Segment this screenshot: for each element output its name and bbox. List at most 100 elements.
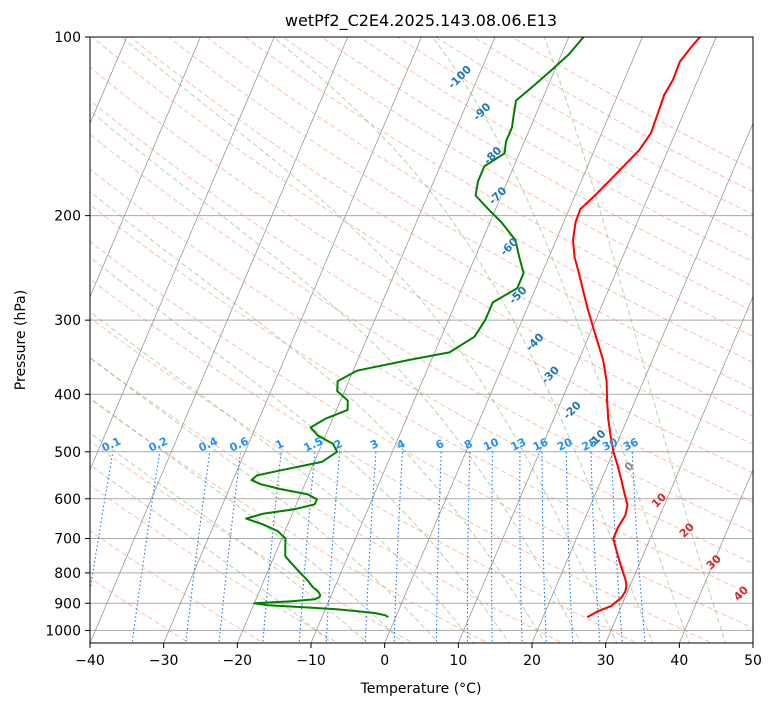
mixing-ratio-line	[490, 451, 494, 643]
dry-adiabat	[396, 37, 753, 239]
moist-adiabat	[90, 397, 404, 643]
moist-adiabat	[90, 110, 582, 643]
moist-adiabat-label: 30	[704, 552, 724, 572]
dry-adiabat-label: -100	[445, 63, 474, 92]
dry-adiabat-label: -20	[561, 399, 584, 422]
dry-adiabat	[90, 484, 340, 643]
mixing-ratio-label: 25	[580, 435, 599, 453]
x-axis-label: Temperature (°C)	[360, 681, 482, 697]
dry-adiabat	[129, 37, 753, 417]
mixing-ratio-label: 1	[273, 437, 285, 452]
moist-adiabat	[90, 256, 511, 643]
mixing-ratio-line	[519, 451, 523, 643]
dry-adiabat	[90, 440, 414, 643]
x-tick-label: 10	[449, 653, 467, 669]
dry-adiabat	[90, 168, 753, 564]
x-tick-label: 50	[744, 653, 762, 669]
dry-adiabat	[90, 398, 489, 643]
x-tick-label: 30	[597, 653, 615, 669]
moist-adiabat	[121, 37, 618, 643]
isotherm	[605, 295, 753, 643]
dry-adiabat	[90, 204, 753, 596]
x-tick-label: −20	[223, 653, 253, 669]
dry-adiabat	[91, 37, 753, 445]
mixing-ratio-label: 20	[555, 435, 575, 453]
dry-adiabat	[90, 99, 753, 503]
mixing-ratio-line	[90, 451, 114, 595]
mixing-ratio-line	[631, 451, 646, 643]
temperature-profile	[572, 37, 701, 619]
dry-adiabat	[90, 278, 713, 643]
dry-adiabat	[472, 37, 753, 193]
isotherm	[90, 37, 201, 298]
isotherm	[90, 37, 275, 471]
moist-adiabat	[90, 311, 475, 643]
mixing-ratio-label: 30	[600, 435, 620, 453]
y-tick-label: 200	[54, 209, 81, 225]
plot-frame	[89, 36, 754, 644]
isotherm	[752, 641, 753, 643]
dry-adiabat	[90, 317, 639, 643]
x-tick-label: −10	[296, 653, 326, 669]
y-tick-label: 700	[54, 532, 81, 548]
dry-adiabat	[244, 37, 753, 337]
isotherm	[531, 122, 753, 643]
y-tick-label: 300	[54, 313, 81, 329]
mixing-ratio-line	[131, 451, 161, 643]
chart-title: wetPf2_C2E4.2025.143.08.06.E13	[285, 11, 557, 31]
mixing-ratio-line	[590, 451, 601, 643]
mixing-ratio-label: 10	[481, 435, 501, 453]
axes-layer: −40 −30 −20 −10 0 10 20 30 40 5010020030040050060…	[45, 30, 762, 669]
dry-adiabat	[90, 530, 265, 643]
moist-adiabat-label: 10	[649, 490, 669, 510]
moist-adiabat	[273, 37, 654, 643]
moist-adiabat	[543, 37, 727, 643]
x-tick-label: 20	[523, 653, 541, 669]
dry-adiabat	[358, 37, 753, 263]
mixing-ratio-label: 2	[332, 437, 344, 452]
dry-adiabat-label: -60	[498, 235, 521, 258]
mixing-ratio-line	[218, 451, 242, 643]
mixing-ratio-label: 8	[462, 437, 474, 452]
y-tick-label: 800	[54, 566, 81, 582]
y-tick-label: 400	[54, 387, 81, 403]
mixing-ratio-label: 4	[395, 437, 408, 452]
y-axis-label: Pressure (hPa)	[13, 290, 29, 390]
y-tick-label: 100	[54, 30, 81, 46]
dry-adiabat-label: -80	[481, 144, 504, 167]
mixing-ratio-label: 13	[509, 435, 528, 453]
label-layer: 0.1 0.2 0.4 0.6 1 1.5 2 3 4 6 8 10 13 16 20 25 30 36-100-…	[100, 63, 751, 604]
isotherm	[163, 37, 422, 643]
isotherm	[457, 37, 717, 643]
mixing-ratio-label: 3	[368, 437, 380, 452]
y-tick-label: 500	[54, 445, 81, 461]
moist-adiabat	[431, 37, 690, 643]
x-tick-label: 0	[380, 653, 389, 669]
plot-area: 0.1 0.2 0.4 0.6 1 1.5 2 3 4 6 8 10 13 16 20 25 30 36-100-…	[90, 37, 753, 643]
isotherm	[384, 37, 643, 643]
y-tick-label: 900	[54, 596, 81, 612]
mixing-ratio-line	[298, 451, 316, 643]
x-tick-label: 40	[670, 653, 688, 669]
moist-adiabat-label: 20	[677, 520, 697, 540]
data-layer	[245, 37, 701, 619]
dry-adiabat-label: -70	[486, 184, 509, 207]
isotherm	[236, 37, 496, 643]
isotherm	[90, 37, 349, 643]
dewpoint-profile	[245, 37, 585, 619]
grid-layer	[90, 37, 753, 643]
dry-adiabat	[90, 133, 753, 533]
moist-adiabat	[90, 190, 546, 643]
dry-adiabat	[90, 240, 753, 629]
dry-adiabat-label: -40	[523, 330, 546, 353]
y-tick-label: 1000	[45, 623, 81, 639]
y-tick-label: 600	[54, 492, 81, 508]
x-tick-label: −40	[75, 653, 105, 669]
moist-adiabat	[90, 432, 369, 643]
mixing-ratio-label: 6	[434, 437, 447, 452]
dry-adiabat	[90, 66, 753, 474]
mixing-ratio-label: 16	[531, 435, 551, 453]
dry-adiabat-label: -50	[506, 283, 529, 306]
dry-adiabat-label: -90	[470, 100, 493, 123]
